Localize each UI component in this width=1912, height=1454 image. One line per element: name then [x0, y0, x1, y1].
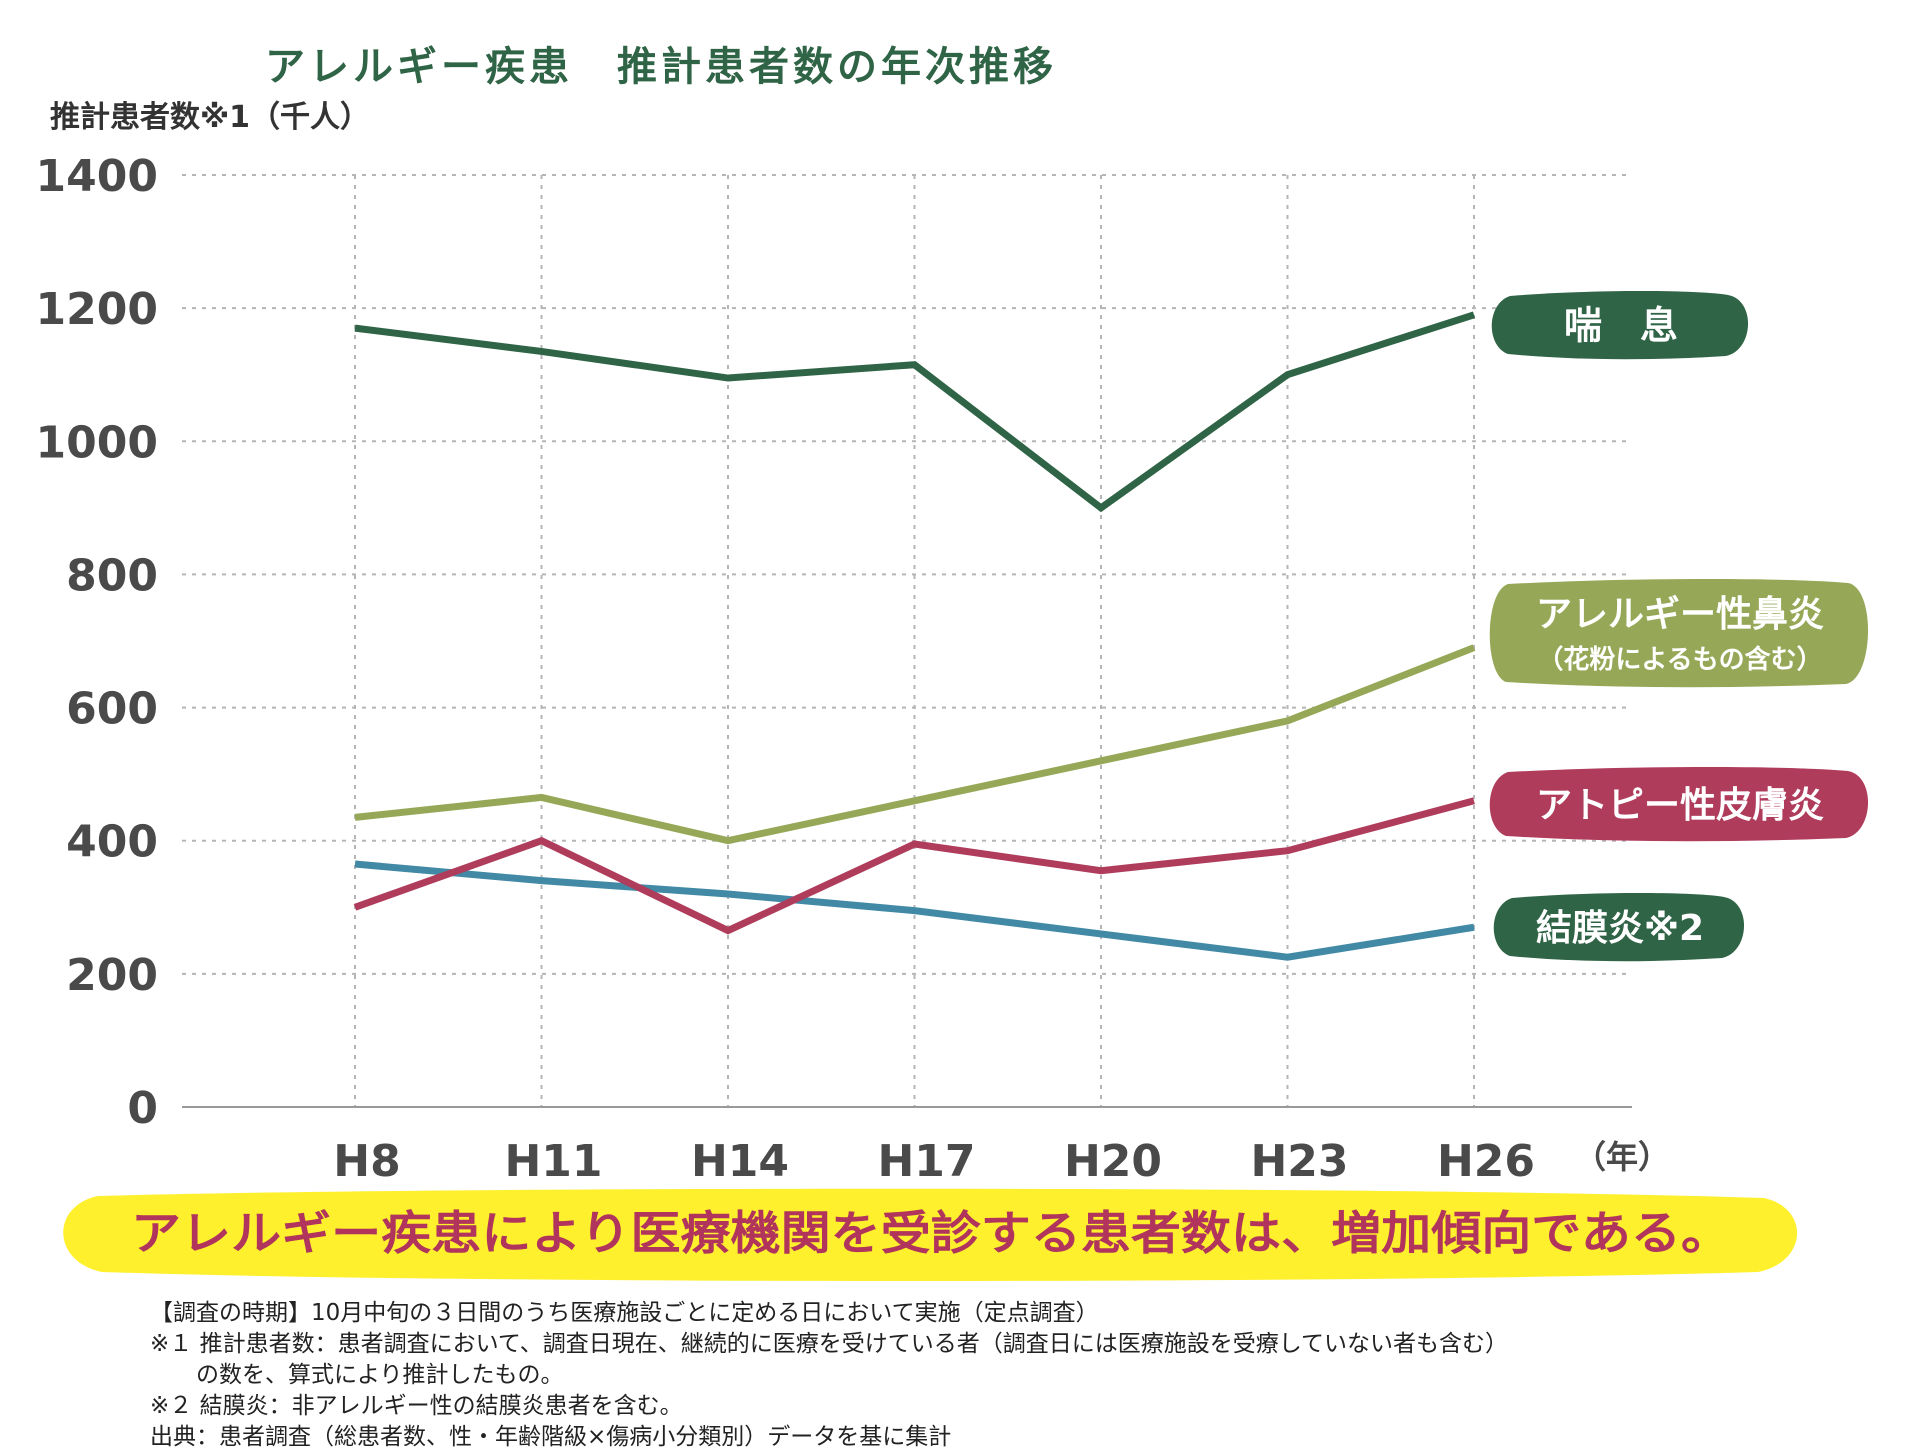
- x-tick-label: H17: [877, 1136, 975, 1187]
- y-tick-label: 0: [127, 1083, 158, 1134]
- series-label-text: 喘 息: [1564, 304, 1678, 348]
- note-estimate-definition-cont: の数を、算式により推計したもの。: [150, 1362, 564, 1388]
- note-survey-period: 【調査の時期】10月中旬の３日間のうち医療施設ごとに定める日において実施（定点調…: [150, 1300, 1099, 1326]
- banner-text: アレルギー疾患により医療機関を受診する患者数は、増加傾向である。: [131, 1206, 1731, 1260]
- series-line: [354, 311, 1476, 513]
- series-label-pill: [1489, 579, 1869, 688]
- series-label-pill: [1491, 291, 1749, 360]
- grid-lines: [182, 174, 1632, 1108]
- x-tick-label: H14: [691, 1136, 789, 1187]
- y-tick-label: 200: [66, 950, 158, 1001]
- x-axis-unit: （年）: [1574, 1138, 1670, 1176]
- note-source: 出典：患者調査（総患者数、性・年齢階級×傷病小分類別）データを基に集計: [150, 1424, 952, 1450]
- series-label-subtext: （花粉によるもの含む）: [1537, 644, 1822, 675]
- series-label-text: アレルギー性鼻炎: [1536, 594, 1824, 635]
- y-tick-label: 1200: [36, 284, 158, 335]
- y-tick-label: 800: [66, 550, 158, 601]
- x-axis-ticks: H8 H11 H14 H17 H20 H23 H26 （年）: [333, 1136, 1670, 1187]
- y-tick-label: 600: [66, 684, 158, 735]
- y-tick-label: 1000: [36, 417, 158, 468]
- series-label-text: 結膜炎※2: [1536, 908, 1704, 949]
- x-tick-label: H20: [1064, 1136, 1162, 1187]
- chart-title: アレルギー疾患 推計患者数の年次推移: [265, 44, 1057, 90]
- series-label-pill: [1489, 767, 1869, 842]
- summary-banner: アレルギー疾患により医療機関を受診する患者数は、増加傾向である。: [63, 1188, 1798, 1281]
- y-axis-label: 推計患者数※1（千人）: [50, 100, 371, 135]
- x-tick-label: H11: [504, 1136, 602, 1187]
- series-label-pill: [1493, 893, 1745, 962]
- series-lines: [353, 311, 1476, 961]
- note-estimate-definition: ※１ 推計患者数：患者調査において、調査日現在、継続的に医療を受けている者（調査…: [150, 1331, 1509, 1357]
- y-axis-ticks: 0 200 400 600 800 1000 1200 1400: [36, 151, 158, 1134]
- note-conjunctivitis: ※２ 結膜炎：非アレルギー性の結膜炎患者を含む。: [150, 1393, 683, 1419]
- banner-background: [63, 1188, 1798, 1281]
- series-line: [354, 860, 1475, 961]
- x-tick-label: H8: [333, 1136, 400, 1187]
- series-line: [354, 644, 1476, 845]
- series-line: [353, 797, 1475, 935]
- x-tick-label: H23: [1250, 1136, 1348, 1187]
- series-label-text: アトピー性皮膚炎: [1536, 785, 1824, 826]
- y-tick-label: 400: [66, 817, 158, 868]
- y-tick-label: 1400: [36, 151, 158, 202]
- x-tick-label: H26: [1437, 1136, 1535, 1187]
- footnotes: 【調査の時期】10月中旬の３日間のうち医療施設ごとに定める日において実施（定点調…: [150, 1298, 1508, 1453]
